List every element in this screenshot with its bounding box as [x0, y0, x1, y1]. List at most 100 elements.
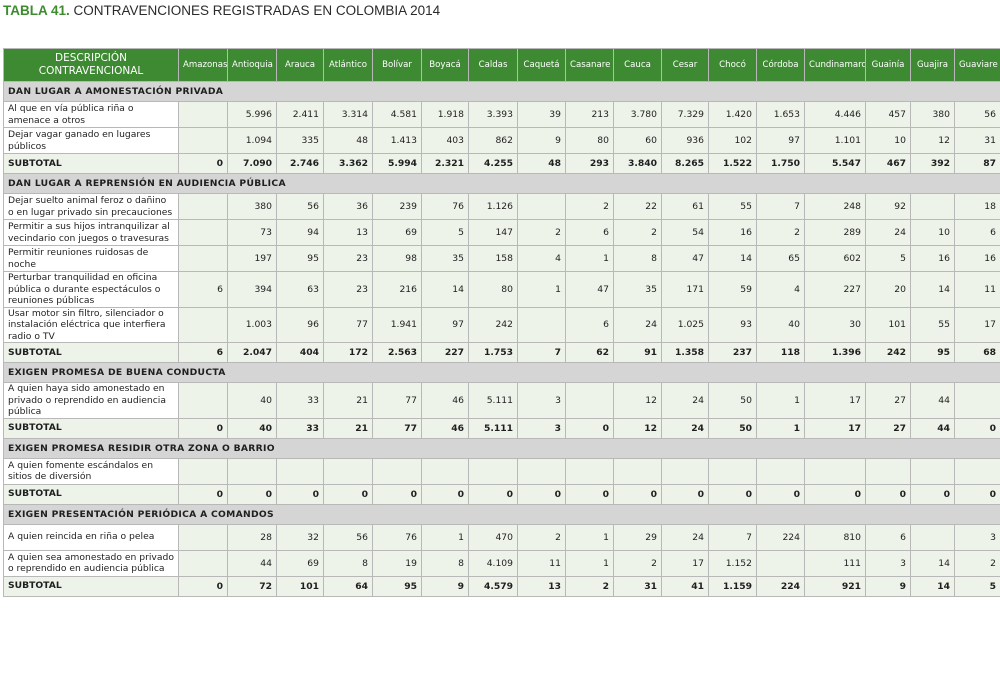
value-cell: 6: [178, 271, 228, 308]
value-cell: 9: [865, 575, 911, 597]
row-description: Permitir a sus hijos intranquilizar al v…: [3, 219, 179, 246]
subtotal-row: SUBTOTAL 0 72 101 64 95 9 4.579 13 2 31 41 1.159 224 9…: [3, 575, 1000, 597]
value-cell: 4.446: [804, 101, 866, 128]
value-cell: 44: [227, 549, 277, 577]
value-cell: 5.996: [227, 101, 277, 128]
value-cell: 24: [661, 417, 709, 439]
row-description: A quien sea amonestado en privado o repr…: [3, 549, 179, 577]
value-cell: [178, 193, 228, 220]
value-cell: 55: [708, 193, 757, 220]
value-cell: 17: [804, 417, 866, 439]
value-cell: 1.750: [756, 153, 805, 174]
value-cell: 16: [708, 219, 757, 246]
value-cell: [565, 382, 614, 419]
value-cell: 17: [804, 382, 866, 419]
value-cell: 227: [804, 271, 866, 308]
value-cell: 242: [468, 306, 518, 343]
value-cell: 4.109: [468, 549, 518, 577]
value-cell: 94: [276, 219, 324, 246]
value-cell: 48: [323, 127, 373, 154]
value-cell: 23: [323, 245, 373, 272]
value-cell: 1.941: [372, 306, 422, 343]
value-cell: 64: [323, 575, 373, 597]
value-cell: 14: [910, 575, 955, 597]
value-cell: 2.321: [421, 153, 469, 174]
value-cell: 224: [756, 523, 805, 551]
value-cell: 7: [756, 193, 805, 220]
value-cell: [178, 306, 228, 343]
value-cell: 3.362: [323, 153, 373, 174]
value-cell: 95: [372, 575, 422, 597]
value-cell: 289: [804, 219, 866, 246]
header-department: Cesar: [661, 48, 709, 82]
value-cell: [910, 457, 955, 485]
value-cell: 470: [468, 523, 518, 551]
value-cell: 936: [661, 127, 709, 154]
value-cell: 6: [865, 523, 911, 551]
value-cell: 16: [954, 245, 1000, 272]
header-department: Caquetá: [517, 48, 566, 82]
value-cell: 3: [517, 417, 566, 439]
value-cell: 76: [372, 523, 422, 551]
value-cell: 10: [910, 219, 955, 246]
value-cell: [178, 219, 228, 246]
table-caption: CONTRAVENCIONES REGISTRADAS EN COLOMBIA …: [73, 3, 441, 18]
value-cell: 97: [421, 306, 469, 343]
header-department: Amazonas: [178, 48, 228, 82]
value-cell: 44: [910, 417, 955, 439]
value-cell: 13: [323, 219, 373, 246]
value-cell: 0: [517, 483, 566, 505]
value-cell: [910, 193, 955, 220]
value-cell: [372, 457, 422, 485]
value-cell: 0: [954, 483, 1000, 505]
value-cell: 1.025: [661, 306, 709, 343]
subtotal-row: SUBTOTAL 0 40 33 21 77 46 5.111 3 0 12 24 50 1 17 27 44 0: [3, 417, 1000, 439]
value-cell: [517, 306, 566, 343]
value-cell: 1.753: [468, 342, 518, 363]
value-cell: 1.522: [708, 153, 757, 174]
value-cell: 3: [517, 382, 566, 419]
value-cell: 197: [227, 245, 277, 272]
header-description: DESCRIPCIÓN CONTRAVENCIONAL: [3, 48, 179, 82]
table-row: A quien haya sido amonestado en privado …: [3, 382, 1000, 419]
header-department: Cauca: [613, 48, 662, 82]
value-cell: 2: [565, 193, 614, 220]
row-description: Dejar vagar ganado en lugares públicos: [3, 127, 179, 154]
value-cell: [661, 457, 709, 485]
value-cell: 5: [421, 219, 469, 246]
value-cell: 40: [756, 306, 805, 343]
value-cell: 1.918: [421, 101, 469, 128]
value-cell: 4: [517, 245, 566, 272]
value-cell: 10: [865, 127, 911, 154]
value-cell: 80: [468, 271, 518, 308]
value-cell: 61: [661, 193, 709, 220]
subtotal-label: SUBTOTAL: [3, 417, 179, 439]
value-cell: 3.840: [613, 153, 662, 174]
value-cell: 0: [613, 483, 662, 505]
value-cell: 59: [708, 271, 757, 308]
value-cell: 62: [565, 342, 614, 363]
value-cell: 8: [323, 549, 373, 577]
value-cell: 248: [804, 193, 866, 220]
section-row: EXIGEN PRESENTACIÓN PERIÓDICA A COMANDOS: [3, 503, 1000, 525]
value-cell: 98: [372, 245, 422, 272]
value-cell: 32: [276, 523, 324, 551]
value-cell: 0: [756, 483, 805, 505]
table-row: Perturbar tranquilidad en oficina públic…: [3, 271, 1000, 308]
value-cell: 31: [954, 127, 1000, 154]
value-cell: 24: [613, 306, 662, 343]
value-cell: 93: [708, 306, 757, 343]
table-header: DESCRIPCIÓN CONTRAVENCIONAL Amazonas Antio…: [3, 48, 1000, 82]
value-cell: 46: [421, 382, 469, 419]
value-cell: 14: [421, 271, 469, 308]
header-department: Casanare: [565, 48, 614, 82]
value-cell: [276, 457, 324, 485]
value-cell: [178, 523, 228, 551]
value-cell: 1.094: [227, 127, 277, 154]
value-cell: 239: [372, 193, 422, 220]
value-cell: 24: [661, 382, 709, 419]
value-cell: 102: [708, 127, 757, 154]
value-cell: [178, 245, 228, 272]
table-body: DAN LUGAR A AMONESTACIÓN PRIVADA Al que e…: [3, 81, 1000, 597]
table-row: A quien reincida en riña o pelea 28 32 56 76…: [3, 523, 1000, 551]
